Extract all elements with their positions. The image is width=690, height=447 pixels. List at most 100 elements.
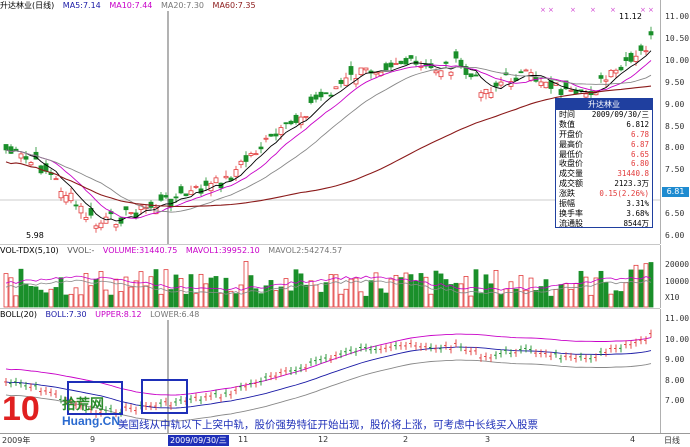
- candle-body: [473, 74, 479, 77]
- candle-body: [488, 92, 494, 98]
- candle-body: [223, 175, 229, 179]
- candle-body: [173, 196, 179, 199]
- high-price-label: 11.12: [619, 12, 642, 21]
- candle-body: [73, 204, 79, 207]
- candle-body: [8, 146, 14, 154]
- volume-bar: [193, 293, 199, 308]
- candle-body: [203, 180, 209, 186]
- price-pane-header: 升达林业(日线) MA5:7.14 MA10:7.44 MA20:7.30 MA…: [0, 0, 262, 11]
- boll-y-axis: 11.00 10.00 9.00 8.00 7.00: [660, 309, 690, 433]
- volume-bar: [63, 294, 69, 308]
- candle-body: [568, 89, 574, 92]
- volume-pane[interactable]: VOL-TDX(5,10) VVOL:- VOLUME:31440.75 MAV…: [0, 245, 660, 309]
- info-row-label: 开盘价: [559, 129, 583, 139]
- volume-bar: [448, 284, 454, 308]
- volume-chart[interactable]: [0, 245, 660, 308]
- date-label-apr: 4: [630, 435, 636, 444]
- candle-body: [498, 81, 504, 86]
- price-tick: 9.00: [665, 99, 685, 109]
- info-row-label: 最低价: [559, 149, 583, 159]
- signal-marker: ×: [648, 6, 654, 14]
- price-tick: 11.00: [665, 12, 690, 21]
- volume-bar: [308, 280, 314, 308]
- ma20-label: MA20:7.30: [160, 1, 204, 10]
- volume-bar: [233, 293, 239, 308]
- info-box-title: 升达林业: [556, 99, 652, 110]
- volume-bar: [503, 288, 509, 308]
- candle-body: [538, 81, 544, 86]
- volume-bar: [383, 292, 389, 308]
- candle-body: [228, 177, 234, 181]
- info-row: 成交量 31440.8: [556, 169, 652, 179]
- price-chart[interactable]: × × × × × × ×: [0, 0, 660, 244]
- volume-bar: [323, 282, 329, 308]
- ma60-label: MA60:7.35: [212, 1, 256, 10]
- info-row: 换手率 3.68%: [556, 209, 652, 219]
- volume-bar: [128, 286, 134, 308]
- volume-bar: [473, 269, 479, 308]
- candle-body: [163, 195, 169, 198]
- vol-title: VOL-TDX(5,10): [0, 246, 59, 255]
- candle-body: [88, 208, 94, 216]
- candle-body: [363, 67, 369, 71]
- volume-bar: [43, 292, 49, 308]
- info-row-value: 6.80: [630, 159, 649, 169]
- volume-bar: [278, 286, 284, 308]
- boll-mid-label: BOLL:7.30: [45, 310, 87, 319]
- boll-mid-line: [5, 346, 652, 409]
- candle-body: [13, 148, 19, 151]
- candle-body: [373, 72, 379, 75]
- candle-body: [18, 153, 24, 159]
- info-row: 流通股 8544万: [556, 219, 652, 229]
- info-row-label: 换手率: [559, 208, 583, 218]
- highlight-box-2: [141, 379, 188, 414]
- vvol-label: VVOL:-: [67, 246, 95, 255]
- volume-bar: [283, 278, 289, 308]
- volume-bar: [68, 293, 74, 308]
- volume-bar: [338, 293, 344, 308]
- candle-body: [23, 156, 29, 160]
- boll-pane-header: BOLL(20) BOLL:7.30 UPPER:8.12 LOWER:6.48: [0, 309, 205, 320]
- signal-marker: ×: [548, 6, 554, 14]
- info-row-label: 成交量: [559, 169, 583, 179]
- candle-body: [638, 45, 644, 51]
- volume-bar: [533, 290, 539, 308]
- highlight-box-1: [67, 381, 123, 415]
- signal-marker: ×: [640, 6, 646, 14]
- volume-bar: [418, 273, 424, 308]
- volume-bar: [73, 287, 79, 308]
- info-row: 收盘价 6.80: [556, 159, 652, 169]
- boll-tick: 9.00: [665, 355, 685, 364]
- volume-y-axis: 20000 10000 X10: [660, 245, 690, 308]
- volume-bar: [228, 290, 234, 308]
- candle-body: [643, 50, 649, 53]
- boll-tick: 11.00: [665, 314, 690, 323]
- candle-body: [243, 155, 249, 162]
- price-tick: 10.50: [665, 33, 690, 43]
- candle-body: [448, 71, 454, 76]
- candle-body: [343, 77, 349, 86]
- candle-body: [193, 186, 199, 188]
- candle-body: [298, 116, 304, 126]
- volume-tick: 10000: [665, 276, 690, 286]
- volume-bar: [98, 271, 104, 308]
- volume-bar: [413, 280, 419, 308]
- volume-bar: [238, 284, 244, 308]
- volume-bar: [428, 293, 434, 308]
- volume-bar: [633, 264, 639, 308]
- info-row-label: 时间: [559, 110, 575, 119]
- volume-bar: [553, 288, 559, 308]
- volume-bar: [373, 272, 379, 308]
- volume-bar: [143, 285, 149, 308]
- price-pane[interactable]: 升达林业(日线) MA5:7.14 MA10:7.44 MA20:7.30 MA…: [0, 0, 660, 245]
- boll-chart[interactable]: [0, 309, 660, 433]
- candle-body: [453, 51, 459, 59]
- candle-body: [288, 120, 294, 125]
- candle-body: [443, 61, 449, 64]
- candle-body: [3, 144, 9, 151]
- signal-marker: ×: [540, 6, 546, 14]
- info-row-value: 8544万: [623, 218, 649, 228]
- date-label-feb: 2: [403, 435, 409, 444]
- signal-marker: ×: [590, 6, 596, 14]
- price-tick: 6.50: [665, 209, 685, 219]
